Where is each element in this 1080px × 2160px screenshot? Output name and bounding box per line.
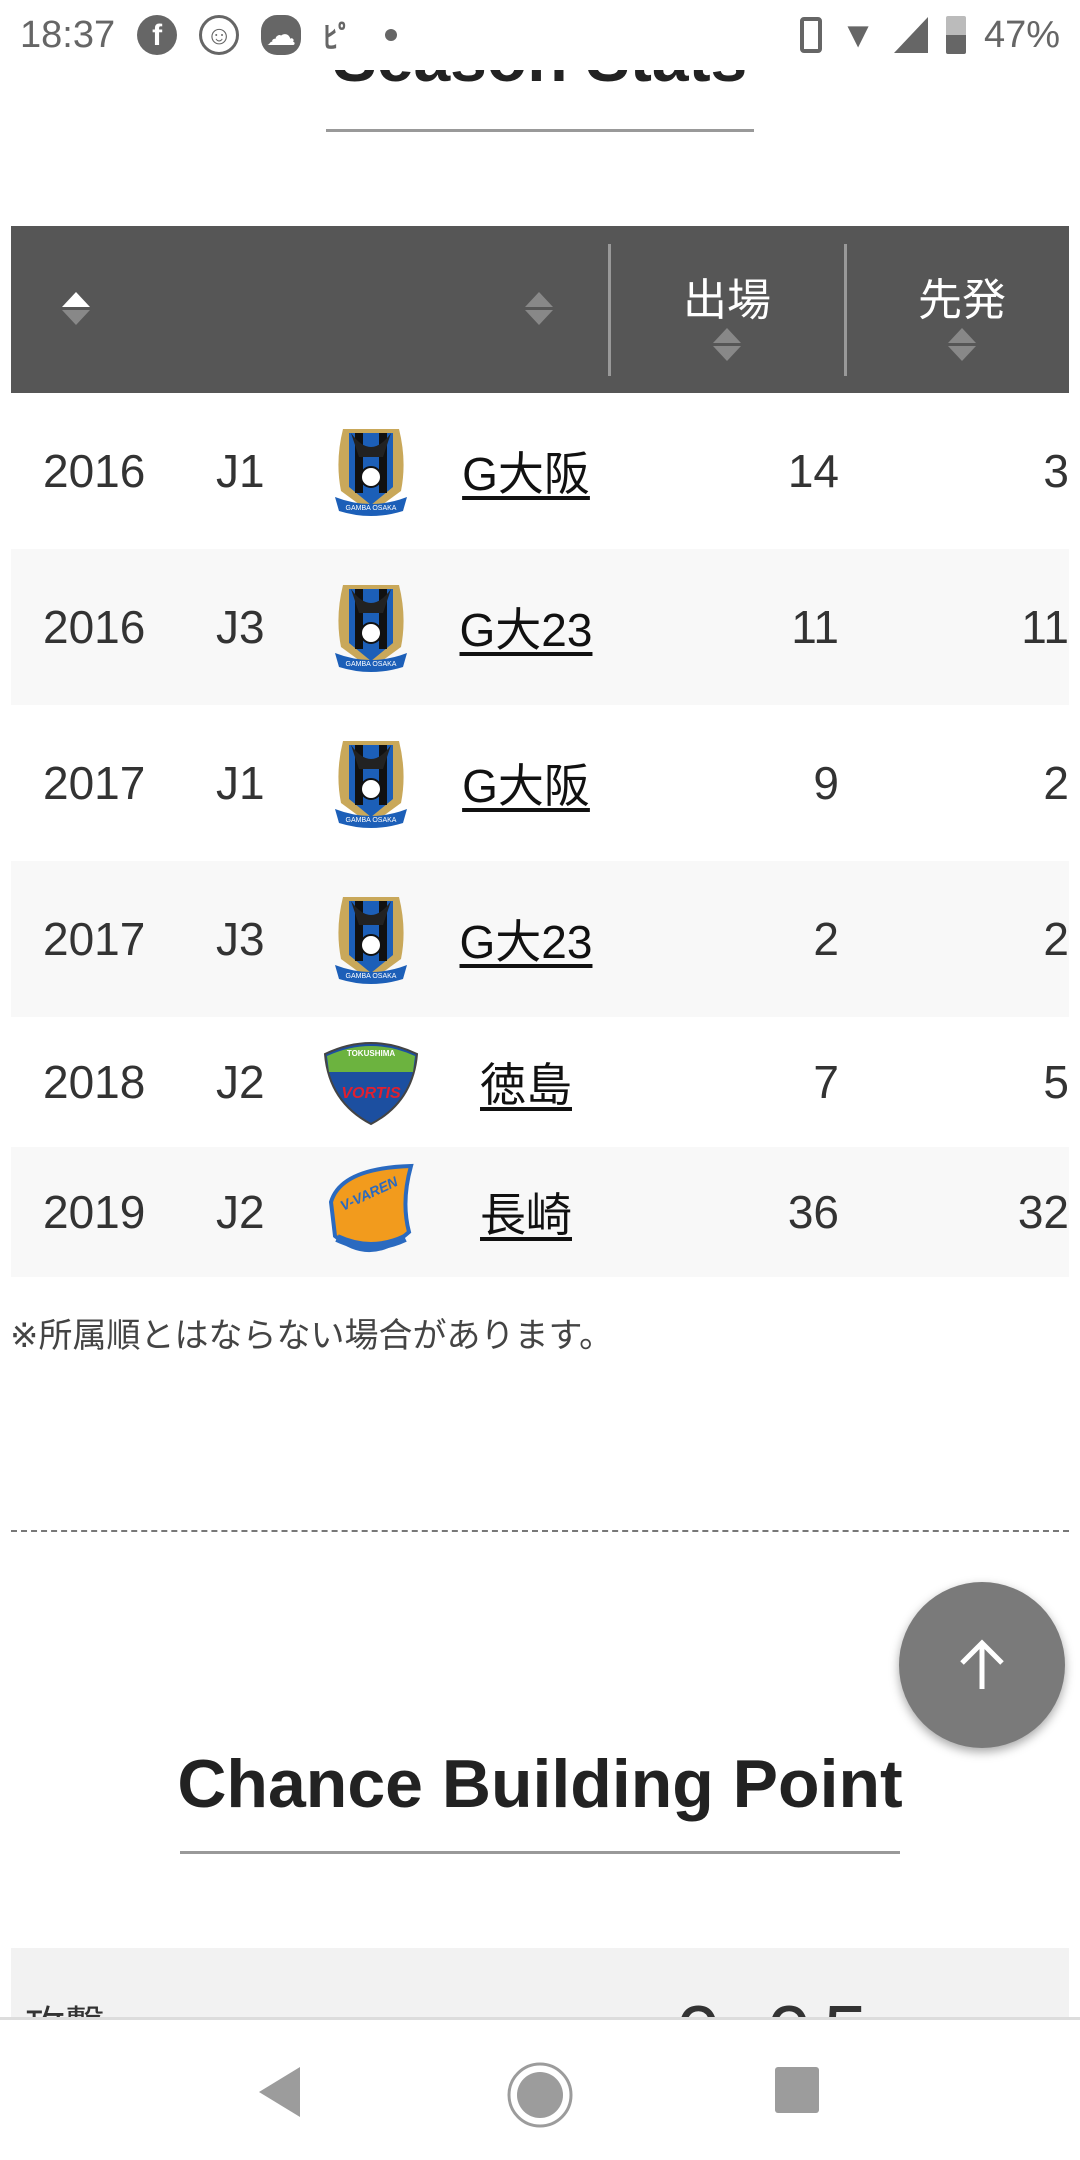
section-divider (11, 1530, 1069, 1532)
sort-year-icon[interactable] (62, 292, 90, 328)
laughing-face-icon: ☺ (199, 15, 240, 55)
appearances: 14 (787, 445, 839, 497)
svg-text:GAMBA OSAKA: GAMBA OSAKA (346, 661, 397, 668)
league: J3 (216, 913, 265, 965)
season-stats-table: 出場 先発 2016 J1 GAMBA OSAKA G大阪 14 3 2016 J3 GAMBA… (11, 226, 1069, 1277)
svg-text:VORTIS: VORTIS (341, 1085, 401, 1102)
title-underline (326, 129, 754, 132)
starts: 32 (1017, 1186, 1069, 1238)
league: J1 (216, 757, 265, 809)
gamba-osaka-logo: GAMBA OSAKA (321, 421, 421, 521)
season-year: 2016 (43, 601, 146, 653)
season-year: 2016 (43, 445, 146, 497)
navigation-bar (0, 2017, 1080, 2160)
league: J1 (216, 445, 265, 497)
table-row: 2018 J2 TOKUSHIMA VORTIS 徳島 7 5 (11, 1017, 1069, 1147)
team-link[interactable]: G大23 (459, 604, 593, 656)
season-year: 2017 (43, 757, 146, 809)
sort-apps-icon[interactable] (713, 328, 741, 364)
starts: 11 (1021, 601, 1069, 653)
header-divider (608, 244, 611, 376)
sort-starts-icon[interactable] (948, 328, 976, 364)
wifi-icon: ▼ (840, 14, 876, 55)
footnote: ※所属順とはならない場合があります。 (10, 1317, 614, 1355)
svg-text:GAMBA OSAKA: GAMBA OSAKA (346, 973, 397, 980)
table-row: 2017 J3 GAMBA OSAKA G大23 2 2 (11, 861, 1069, 1017)
home-icon[interactable] (505, 2060, 575, 2130)
season-year: 2018 (43, 1056, 146, 1108)
table-body: 2016 J1 GAMBA OSAKA G大阪 14 3 2016 J3 GAMBA OSAKA… (11, 393, 1069, 1277)
table-row: 2016 J3 GAMBA OSAKA G大23 11 11 (11, 549, 1069, 705)
scroll-to-top-button[interactable] (899, 1582, 1065, 1748)
team-link[interactable]: G大23 (459, 916, 593, 968)
arrow-up-icon (960, 1639, 1004, 1689)
league: J2 (216, 1186, 265, 1238)
header-starts[interactable]: 先発 (918, 276, 1006, 325)
tokushima-vortis-logo: TOKUSHIMA VORTIS (321, 1032, 421, 1132)
appearances: 9 (813, 757, 839, 809)
facebook-icon: f (137, 15, 178, 55)
signal-icon (893, 17, 928, 53)
dot-icon (385, 29, 398, 41)
svg-text:GAMBA OSAKA: GAMBA OSAKA (346, 817, 397, 824)
season-year: 2019 (43, 1186, 146, 1238)
starts: 3 (1043, 445, 1069, 497)
sort-team-icon[interactable] (525, 292, 553, 328)
league: J2 (216, 1056, 265, 1108)
table-row: 2019 J2 V-VAREN 長崎 36 32 (11, 1147, 1069, 1277)
appearances: 11 (791, 601, 839, 653)
chance-building-title: Chance Building Point (177, 1746, 903, 1822)
vibrate-icon (800, 17, 823, 53)
table-row: 2016 J1 GAMBA OSAKA G大阪 14 3 (11, 393, 1069, 549)
appearances: 2 (813, 913, 839, 965)
league: J3 (216, 601, 265, 653)
team-link[interactable]: G大阪 (462, 760, 590, 812)
chance-stat-row: 攻撃 0.05 (11, 1948, 1069, 2028)
app-icon: ﾋﾟ (323, 22, 354, 55)
starts: 2 (1043, 757, 1069, 809)
battery-percent: 47% (983, 13, 1060, 56)
clock: 18:37 (20, 13, 116, 56)
team-link[interactable]: 長崎 (480, 1189, 572, 1241)
status-bar: 18:37 f ☺ ☁ ﾋﾟ ▼ 47% (0, 0, 1080, 70)
starts: 5 (1043, 1056, 1069, 1108)
starts: 2 (1043, 913, 1069, 965)
battery-icon (945, 16, 966, 54)
weather-icon: ☁ (261, 15, 302, 55)
table-header: 出場 先発 (11, 226, 1069, 393)
svg-text:GAMBA OSAKA: GAMBA OSAKA (346, 505, 397, 512)
appearances: 7 (813, 1056, 839, 1108)
team-link[interactable]: 徳島 (480, 1059, 572, 1111)
gamba-osaka-logo: GAMBA OSAKA (321, 889, 421, 989)
header-apps[interactable]: 出場 (683, 276, 771, 325)
back-icon[interactable] (255, 2065, 305, 2120)
chance-title-underline (180, 1851, 900, 1854)
recents-icon[interactable] (775, 2067, 819, 2113)
team-link[interactable]: G大阪 (462, 448, 590, 500)
appearances: 36 (787, 1186, 839, 1238)
v-varen-nagasaki-logo: V-VAREN (321, 1162, 421, 1262)
gamba-osaka-logo: GAMBA OSAKA (321, 733, 421, 833)
season-year: 2017 (43, 913, 146, 965)
svg-text:TOKUSHIMA: TOKUSHIMA (347, 1049, 396, 1058)
gamba-osaka-logo: GAMBA OSAKA (321, 577, 421, 677)
header-divider (844, 244, 847, 376)
table-row: 2017 J1 GAMBA OSAKA G大阪 9 2 (11, 705, 1069, 861)
